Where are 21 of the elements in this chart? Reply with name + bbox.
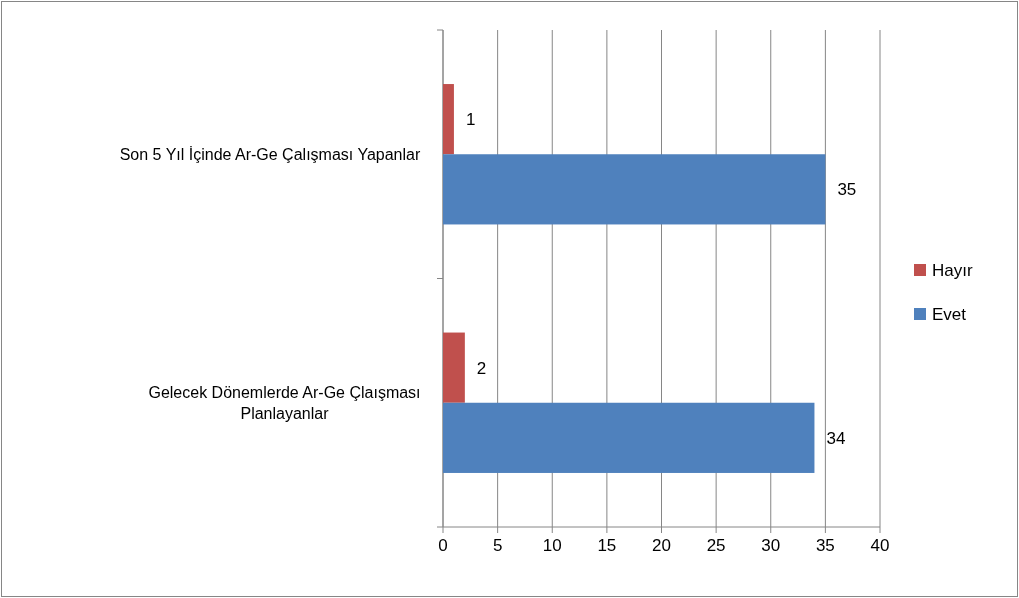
bar (443, 84, 454, 155)
x-tick-label: 15 (597, 536, 617, 555)
x-tick-label: 0 (438, 536, 448, 555)
data-label: 2 (476, 358, 487, 378)
y-tick-label: Son 5 Yıl İçinde Ar-Ge Çalışması Yapanlar (119, 144, 421, 163)
x-tick-label: 5 (492, 536, 503, 555)
x-tick-label: 30 (761, 536, 781, 555)
x-tick-label: 35 (815, 536, 835, 555)
data-label: 1 (465, 110, 476, 130)
data-label: 35 (837, 180, 857, 200)
x-tick-label: 25 (706, 536, 726, 555)
x-tick-label: 40 (870, 536, 890, 555)
legend-label: Hayır (932, 260, 973, 280)
bar (443, 332, 465, 403)
legend-label: Evet (932, 304, 967, 324)
data-label: 34 (826, 428, 846, 448)
bar (443, 402, 815, 473)
y-tick-label: Gelecek Dönemlerde Ar-Ge Çlaışması Planlayanlar (148, 383, 421, 422)
bar (443, 154, 826, 225)
x-tick-label: 10 (542, 536, 562, 555)
x-tick-label: 20 (652, 536, 671, 555)
